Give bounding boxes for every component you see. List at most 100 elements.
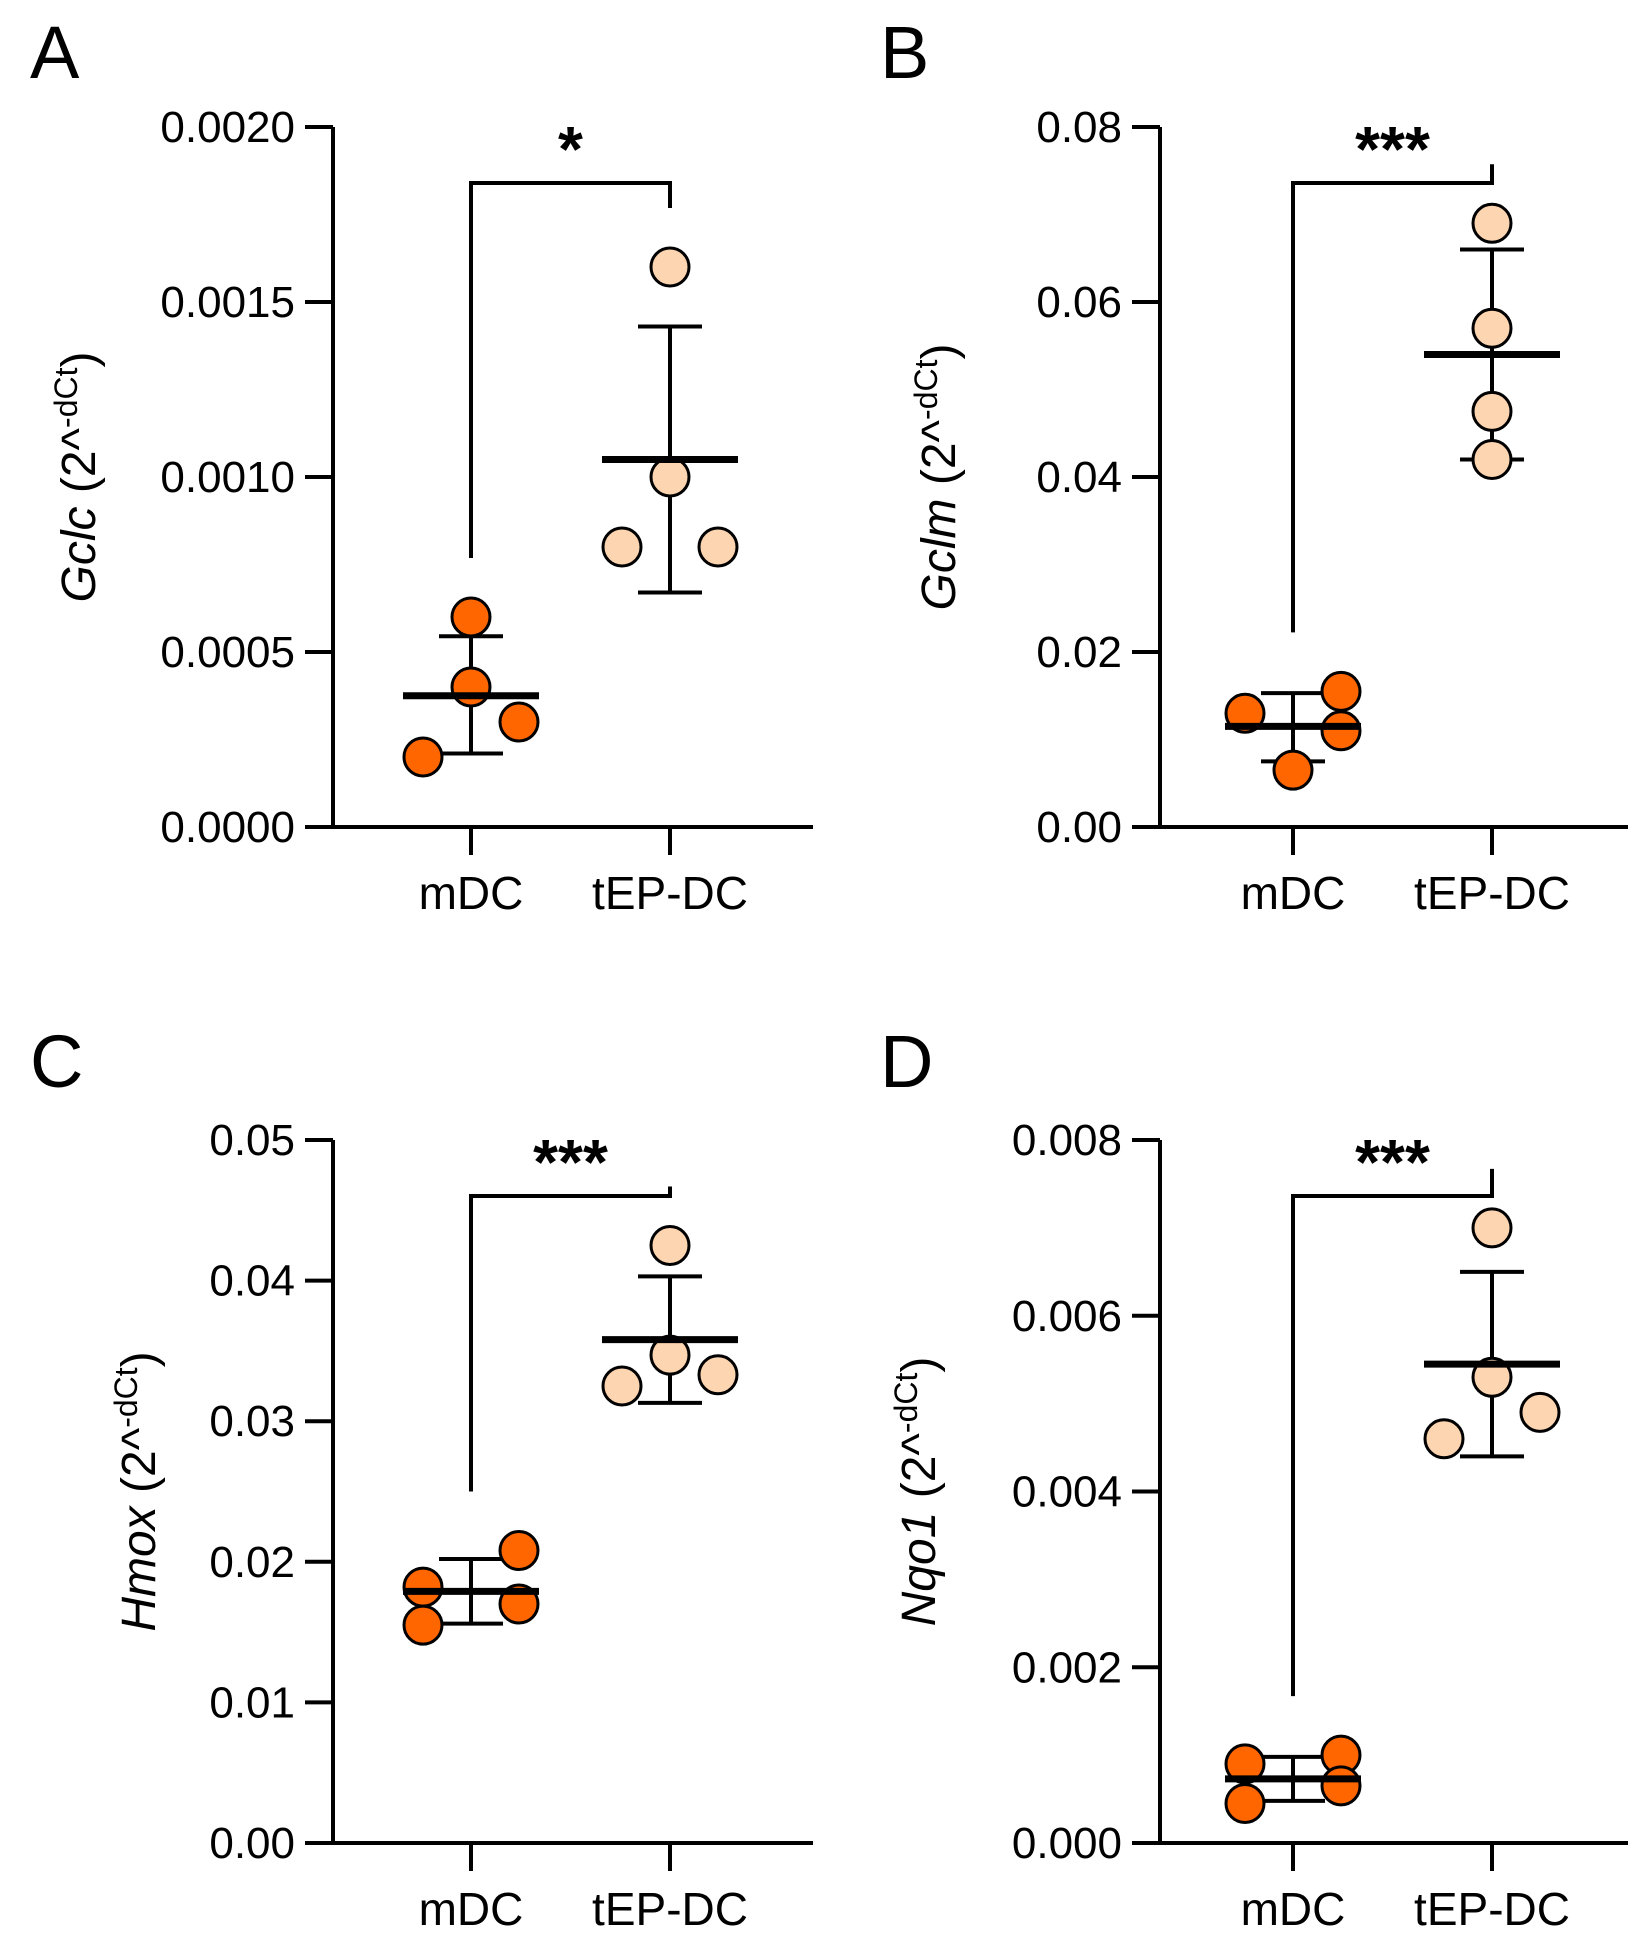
- significance-label: *: [558, 113, 583, 185]
- y-tick-label: 0.02: [209, 1538, 295, 1587]
- y-tick-label: 0.03: [209, 1397, 295, 1446]
- panel-B: B 0.00 0.02 0.04 0.06 0.08 mDC tEP-DC Gclm (2^-d…: [880, 11, 1628, 919]
- y-tick-label: 0.04: [209, 1257, 295, 1306]
- y-tick-label: 0.0010: [160, 453, 295, 502]
- data-point: [402, 1566, 444, 1608]
- significance-label: ***: [1355, 113, 1430, 185]
- data-point: [1471, 307, 1513, 349]
- data-point: [1519, 1391, 1561, 1433]
- y-tick-label: 0.006: [1012, 1292, 1122, 1341]
- significance-bracket: [469, 1186, 672, 1492]
- y-axis-label-unit: (2^: [113, 1427, 166, 1506]
- x-tick-label-tEP-DC: tEP-DC: [592, 1883, 748, 1935]
- significance-bracket: [1291, 1168, 1494, 1697]
- y-axis-label-close: ): [893, 1357, 946, 1373]
- series-tEP-DC: [1423, 1207, 1561, 1460]
- panel-letter: D: [880, 1020, 933, 1103]
- series-mDC: [402, 1530, 540, 1646]
- series-mDC: [402, 596, 540, 778]
- y-tick-label: 0.04: [1036, 453, 1122, 502]
- y-axis-label: Gclm (2^-dCt): [908, 344, 966, 611]
- panel-letter: B: [880, 11, 929, 94]
- x-tick-label-tEP-DC: tEP-DC: [592, 867, 748, 919]
- y-tick-label: 0.008: [1012, 1116, 1122, 1165]
- data-point: [450, 666, 492, 708]
- data-point: [649, 246, 691, 288]
- series-mDC: [1224, 670, 1362, 791]
- y-axis-label-exponent: -dCt: [48, 367, 84, 428]
- x-tick-label-mDC: mDC: [419, 1883, 524, 1935]
- y-tick-label: 0.0000: [160, 803, 295, 852]
- y-axis-label-close: ): [53, 352, 106, 368]
- data-point: [1471, 439, 1513, 480]
- x-tick-label-mDC: mDC: [419, 867, 524, 919]
- y-tick-label: 0.05: [209, 1116, 295, 1165]
- data-point: [1423, 1418, 1465, 1460]
- y-tick-label: 0.00: [209, 1819, 295, 1868]
- y-axis-label-exponent: -dCt: [888, 1373, 924, 1434]
- y-axis-label-unit: (2^: [53, 427, 106, 506]
- data-point: [649, 456, 691, 498]
- y-tick-label: 0.000: [1012, 1819, 1122, 1868]
- data-point: [1224, 1782, 1266, 1824]
- y-axis-label-exponent: -dCt: [108, 1367, 144, 1428]
- y-axis-label-unit: (2^: [913, 419, 966, 498]
- data-point: [402, 736, 444, 778]
- data-point: [498, 1530, 540, 1572]
- panel-C: C 0.00 0.01 0.02 0.03 0.04 0.05 mDC tEP-DC Hmox (…: [30, 1020, 813, 1935]
- series-tEP-DC: [1424, 202, 1560, 480]
- series-tEP-DC: [601, 246, 739, 595]
- y-tick-label: 0.004: [1012, 1468, 1122, 1517]
- panel-D: D 0.000 0.002 0.004 0.006 0.008 mDC tEP-DC Nqo1 …: [880, 1020, 1628, 1935]
- x-tick-label-tEP-DC: tEP-DC: [1414, 1883, 1570, 1935]
- y-tick-label: 0.06: [1036, 278, 1122, 327]
- x-tick-label-mDC: mDC: [1241, 1883, 1346, 1935]
- data-point: [1272, 749, 1314, 791]
- data-point: [649, 1334, 691, 1376]
- series-tEP-DC: [601, 1224, 739, 1407]
- data-point: [1224, 1743, 1266, 1785]
- y-tick-label: 0.0015: [160, 278, 295, 327]
- data-point: [498, 701, 540, 743]
- panel-letter: A: [30, 11, 80, 94]
- y-axis-label-gene: Hmox: [113, 1504, 166, 1631]
- data-point: [1224, 692, 1266, 734]
- y-tick-label: 0.0005: [160, 628, 295, 677]
- significance-bracket: [1291, 164, 1494, 633]
- data-point: [1471, 1356, 1513, 1398]
- y-tick-label: 0.01: [209, 1678, 295, 1727]
- data-point: [1320, 710, 1362, 752]
- y-axis-label-close: ): [913, 344, 966, 360]
- data-point: [1471, 390, 1513, 432]
- y-axis-label-gene: Gclc: [53, 506, 106, 602]
- y-tick-label: 0.00: [1036, 803, 1122, 852]
- y-tick-label: 0.02: [1036, 628, 1122, 677]
- y-tick-label: 0.002: [1012, 1643, 1122, 1692]
- data-point: [1471, 202, 1513, 244]
- y-axis-label: Nqo1 (2^-dCt): [888, 1357, 946, 1627]
- data-point: [1320, 1765, 1362, 1807]
- data-point: [601, 1365, 643, 1407]
- y-axis-label: Gclc (2^-dCt): [48, 352, 106, 603]
- significance-bracket: [469, 181, 672, 558]
- data-point: [697, 526, 739, 568]
- data-point: [649, 1224, 691, 1266]
- data-point: [601, 526, 643, 568]
- panel-A: A 0.0000 0.0005 0.0010 0.0015 0.0020 mDC tEP-DC…: [30, 11, 813, 919]
- data-point: [697, 1354, 739, 1396]
- x-tick-label-tEP-DC: tEP-DC: [1414, 867, 1570, 919]
- series-mDC: [1224, 1734, 1362, 1824]
- y-axis-label: Hmox (2^-dCt): [108, 1351, 166, 1631]
- significance-label: ***: [533, 1126, 608, 1198]
- y-tick-label: 0.0020: [160, 103, 295, 152]
- data-point: [1471, 1207, 1513, 1249]
- x-tick-label-mDC: mDC: [1241, 867, 1346, 919]
- data-point: [402, 1604, 444, 1646]
- data-point: [1320, 670, 1362, 712]
- panel-letter: C: [30, 1020, 83, 1103]
- y-axis-label-close: ): [113, 1351, 166, 1367]
- y-axis-label-unit: (2^: [893, 1433, 946, 1512]
- y-axis-label-exponent: -dCt: [908, 359, 944, 420]
- y-axis-label-gene: Nqo1: [893, 1512, 946, 1627]
